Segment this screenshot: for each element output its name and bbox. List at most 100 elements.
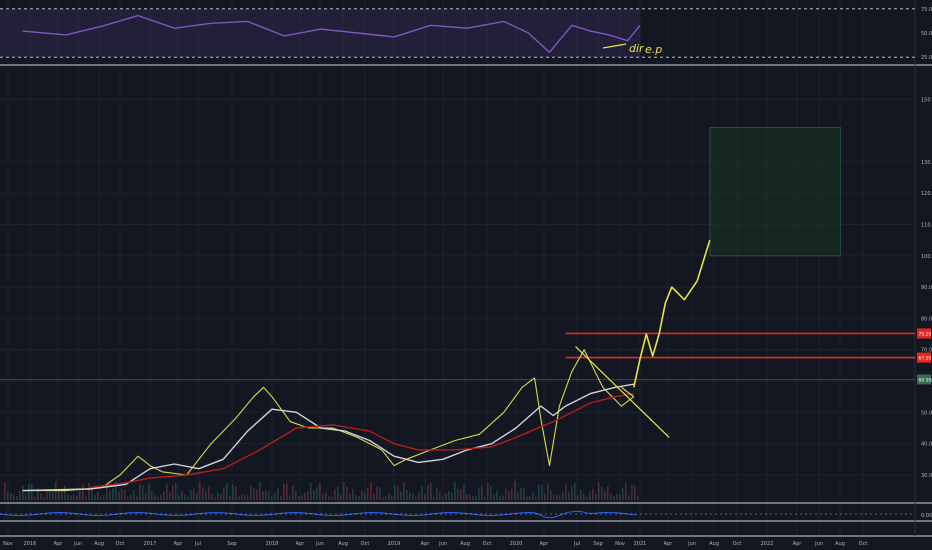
volume-bar xyxy=(595,493,597,500)
rsi-tick-label: 75.00 xyxy=(921,7,932,13)
volume-bar xyxy=(301,495,303,500)
volume-bar xyxy=(409,492,411,500)
volume-bar xyxy=(493,494,495,500)
time-tick-label: Apr xyxy=(540,541,550,547)
volume-bar xyxy=(352,488,354,500)
trendline-lower[interactable] xyxy=(621,386,635,398)
volume-bar xyxy=(250,485,252,500)
volume-bar xyxy=(541,484,543,500)
volume-bar xyxy=(64,485,66,500)
price-tick-label: 80.00 xyxy=(921,316,932,322)
volume-bar xyxy=(43,496,45,500)
volume-bar xyxy=(220,494,222,500)
volume-bar xyxy=(133,490,135,500)
volume-bar xyxy=(76,495,78,500)
volume-bar xyxy=(343,481,345,500)
volume-bar xyxy=(610,493,612,500)
volume-bar xyxy=(10,493,12,500)
volume-bar xyxy=(91,486,93,500)
target-zone-box[interactable] xyxy=(709,127,841,257)
volume-bar xyxy=(550,489,552,500)
price-label-text: 75.20 xyxy=(919,331,932,337)
volume-bar xyxy=(184,494,186,500)
price-pane[interactable] xyxy=(0,127,915,500)
time-tick-label: Apr xyxy=(664,541,674,547)
volume-bar xyxy=(268,491,270,500)
volume-bar xyxy=(163,491,165,500)
volume-bar xyxy=(592,488,594,500)
volume-bar xyxy=(457,488,459,500)
volume-bar xyxy=(358,496,360,500)
volume-bar xyxy=(625,482,627,500)
volume-bar xyxy=(46,491,48,500)
volume-bar xyxy=(421,486,423,500)
volume-bar xyxy=(439,491,441,500)
macd-line[interactable] xyxy=(0,510,637,519)
volume-bar xyxy=(583,493,585,500)
volume-bar xyxy=(142,484,144,500)
volume-bar xyxy=(406,490,408,500)
volume-bar xyxy=(601,486,603,500)
volume-bar xyxy=(412,493,414,500)
volume-bar xyxy=(109,490,111,500)
macd-tick-label: 0.00 xyxy=(921,513,932,519)
volume-bar xyxy=(535,496,537,500)
volume-bar xyxy=(598,481,600,500)
volume-bar xyxy=(148,483,150,500)
volume-bar xyxy=(31,483,33,500)
price-label-box[interactable] xyxy=(917,328,931,339)
volume-bar xyxy=(373,493,375,500)
volume-bar xyxy=(28,484,30,500)
volume-bar xyxy=(214,496,216,500)
volume-bar xyxy=(484,496,486,500)
volume-bar xyxy=(157,496,159,500)
volume-bar xyxy=(49,490,51,500)
volume-bar xyxy=(295,491,297,500)
volume-bar xyxy=(37,488,39,500)
rsi-tick-label: 25.00 xyxy=(921,55,932,61)
volume-bar xyxy=(487,482,489,500)
volume-bar xyxy=(82,484,84,500)
volume-bar xyxy=(79,487,81,500)
volume-bar xyxy=(112,488,114,500)
volume-bar xyxy=(400,491,402,500)
time-axis[interactable]: Nov 2016 Apr Jun Aug Oct 2017 Apr Jul Sep 2018 Apr J… xyxy=(3,541,867,547)
price-axis[interactable]: 0.00 150 130.00 120.00 110.00 100.00 90.00 80.0… xyxy=(917,7,932,519)
time-tick-label: 2022 xyxy=(761,541,774,547)
series-ma_red[interactable] xyxy=(89,392,634,489)
volume-bar xyxy=(430,482,432,500)
volume-bar xyxy=(574,482,576,500)
volume-bar xyxy=(127,496,129,500)
volume-bar xyxy=(154,494,156,500)
price-label-box[interactable] xyxy=(917,374,931,385)
series-price[interactable] xyxy=(22,349,635,492)
series-projection[interactable] xyxy=(633,239,711,388)
volume-bar xyxy=(178,495,180,500)
time-tick-label: Oct xyxy=(733,541,742,547)
time-tick-label: 2020 xyxy=(510,541,523,547)
volume-bar xyxy=(271,496,273,500)
time-tick-label: Apr xyxy=(296,541,306,547)
price-tick-label: 110.00 xyxy=(921,223,932,229)
volume-bar xyxy=(307,491,309,500)
volume-bar xyxy=(100,496,102,500)
rsi-pane[interactable]: dir e.p xyxy=(0,8,915,58)
time-tick-label: 2017 xyxy=(144,541,157,547)
volume-bar xyxy=(394,484,396,500)
volume-bar xyxy=(73,494,75,500)
volume-bar xyxy=(529,496,531,500)
volume-bar xyxy=(196,493,198,500)
macd-pane[interactable] xyxy=(0,510,915,519)
series-ma_white[interactable] xyxy=(22,383,634,492)
volume-bar xyxy=(586,496,588,500)
volume-bar xyxy=(22,485,24,500)
volume-bar xyxy=(382,496,384,500)
trendline-upper[interactable] xyxy=(575,346,670,438)
series-rsi[interactable] xyxy=(22,14,641,53)
price-label-box[interactable] xyxy=(917,352,931,363)
volume-bar xyxy=(94,494,96,500)
volume-bar xyxy=(7,490,9,500)
volume-bar xyxy=(166,483,168,500)
price-tick-label: 90.00 xyxy=(921,285,932,291)
